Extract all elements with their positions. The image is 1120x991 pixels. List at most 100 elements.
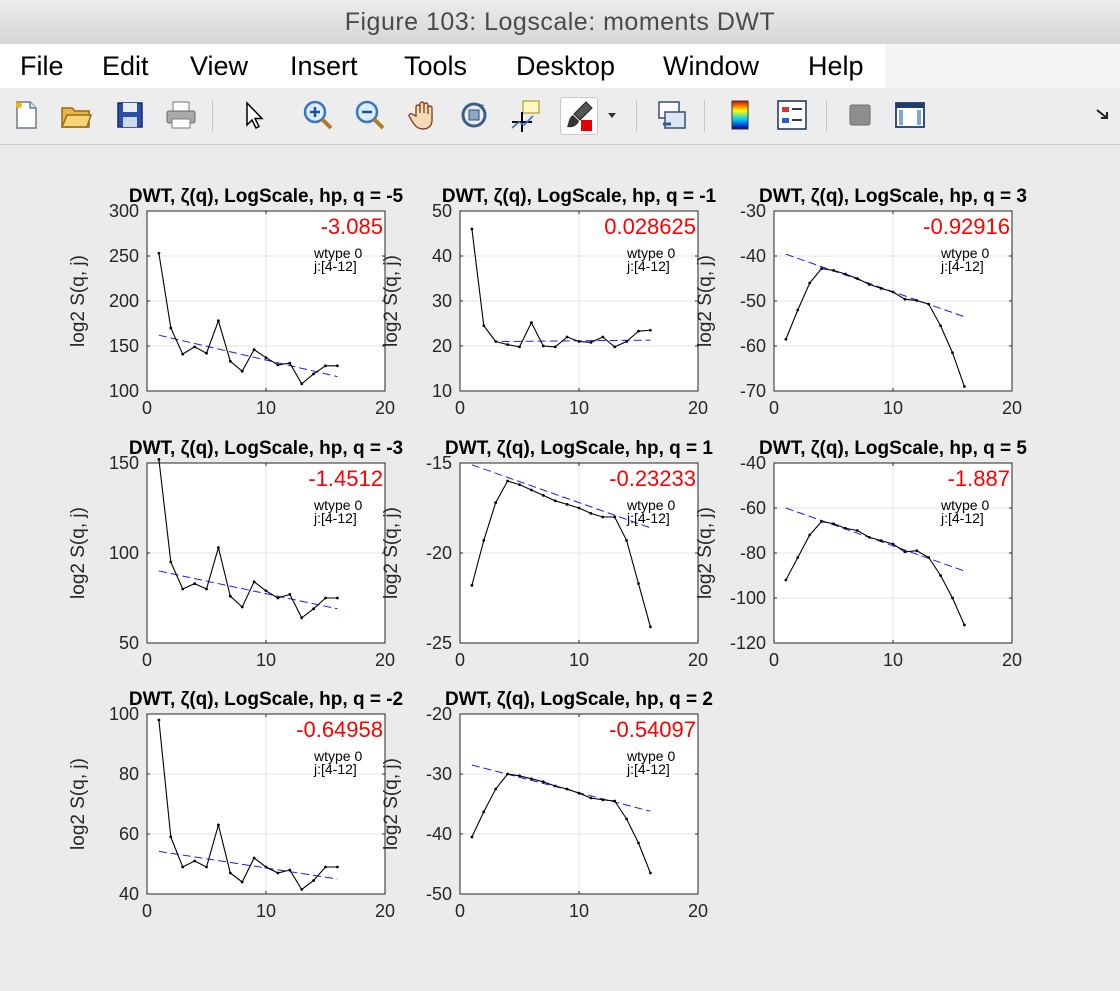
data-point [820,520,823,523]
data-point [470,584,474,587]
data-point [288,593,292,596]
data-point [577,506,581,510]
scale-range-label: j:[4-12] [313,510,357,526]
x-tick-label: 20 [688,901,708,921]
zoom-in-icon[interactable] [300,97,336,133]
open-file-icon[interactable] [58,97,94,133]
data-point [252,856,256,860]
y-tick-label: 80 [119,764,139,784]
menu-file[interactable]: File [20,51,64,81]
data-point [482,539,486,542]
chevron-down-icon[interactable] [600,97,624,133]
brush-icon[interactable] [560,97,598,135]
menu-edit[interactable]: Edit [102,51,149,81]
data-series-line [471,228,651,348]
y-axis-label: log2 S(q, j) [381,255,402,347]
toolbar-separator [212,100,213,132]
pointer-icon[interactable] [234,97,270,133]
wtype-label: wtype 0 [626,497,675,513]
data-series-line [785,520,965,626]
new-figure-icon[interactable] [8,97,44,133]
data-point [625,817,628,821]
data-point [649,871,652,875]
x-tick-label: 20 [688,398,708,418]
pan-hand-icon[interactable] [406,97,442,133]
scale-range-label: j:[4-12] [626,258,670,274]
y-tick-label: 30 [432,291,452,311]
figure-canvas[interactable]: 0 10 20 100 150 200 250 300 DWT, ζ(q), LogScale,… [0,145,1120,986]
show-plot-tools-icon[interactable] [892,97,928,133]
save-icon[interactable] [112,97,148,133]
wtype-label: wtype 0 [313,748,362,764]
data-point [867,282,871,286]
menu-bar: File Edit View Insert Tools Desktop Window Help [0,44,1120,88]
menu-bar-background [0,44,885,88]
data-point [541,780,545,784]
link-plot-icon[interactable] [654,97,690,133]
subplot-title: DWT, ζ(q), LogScale, hp, q = 1 [445,438,713,459]
y-tick-label: -40 [426,824,452,844]
data-point [240,880,244,884]
menu-desktop[interactable]: Desktop [516,51,616,81]
data-point [205,351,208,355]
wtype-label: wtype 0 [940,497,989,513]
data-point [879,539,883,543]
dock-arrow-icon[interactable] [1090,97,1116,133]
window-title: Figure 103: Logscale: moments DWT [0,0,1120,45]
data-point [193,859,197,863]
data-cursor-icon[interactable] [508,97,544,133]
data-point [649,328,652,332]
data-point [565,787,569,791]
data-point [518,483,521,486]
data-series-line [158,253,338,385]
y-tick-label: -60 [740,336,766,356]
data-point [506,479,509,483]
x-tick-label: 0 [142,901,152,921]
data-point [193,345,197,349]
data-point [240,369,244,373]
data-point [181,587,185,591]
data-point [312,372,315,376]
menu-help[interactable]: Help [808,51,864,81]
data-point [784,578,788,582]
data-point [927,556,931,559]
x-tick-label: 0 [455,901,465,921]
data-point [589,512,593,515]
data-point [613,345,617,349]
data-point [601,515,605,519]
hide-plot-tools-icon[interactable] [842,97,878,133]
menu-tools[interactable]: Tools [404,51,468,81]
menu-insert[interactable]: Insert [290,51,358,81]
colorbar-icon[interactable] [722,97,758,133]
y-tick-label: 100 [109,381,139,401]
y-tick-label: -15 [426,453,452,473]
x-tick-label: 0 [142,398,152,418]
y-tick-label: 10 [432,381,452,401]
menu-window[interactable]: Window [663,51,760,81]
zoom-out-icon[interactable] [352,97,388,133]
menu-view[interactable]: View [190,51,249,81]
print-icon[interactable] [163,97,199,133]
scale-range-label: j:[4-12] [626,761,670,777]
data-point [181,352,185,356]
data-point [205,587,208,591]
y-axis-label: log2 S(q, j) [381,507,402,599]
data-point [324,865,327,869]
rotate-3d-icon[interactable] [456,97,492,133]
data-series-line [158,719,338,891]
data-point [470,227,474,231]
data-point [820,267,823,270]
y-tick-label: -40 [740,246,766,266]
legend-icon[interactable] [774,97,810,133]
data-point [613,799,617,803]
data-point [855,529,859,532]
